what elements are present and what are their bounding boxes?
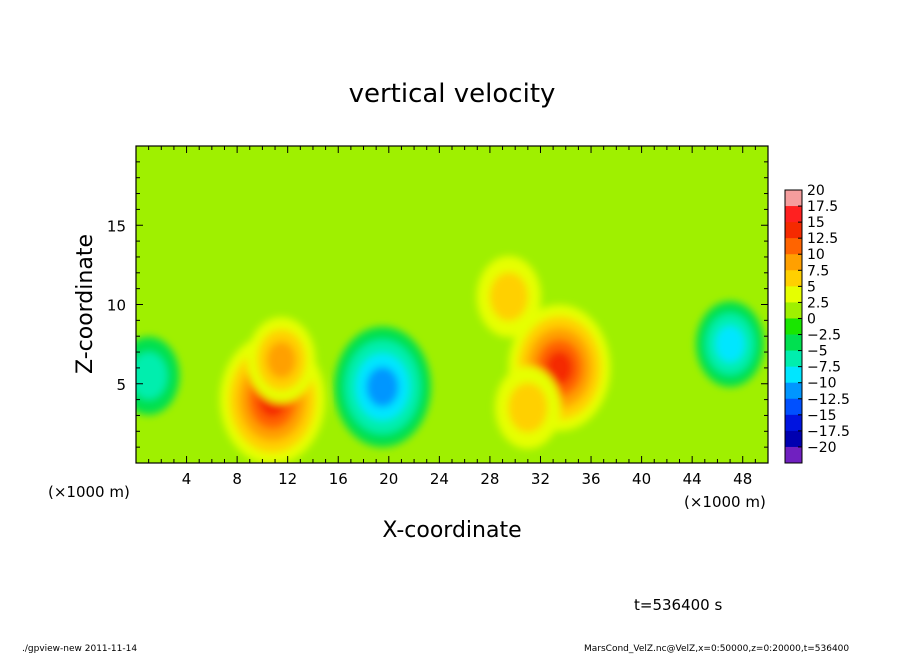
x-tick-label: 28 — [480, 470, 499, 488]
colorbar-band — [785, 222, 802, 239]
y-axis: 5 10 15 — [107, 161, 768, 448]
x-tick-label: 44 — [683, 470, 702, 488]
colorbar-label: 2.5 — [807, 295, 829, 311]
colorbar-label: 15 — [807, 215, 825, 231]
colorbar-band — [785, 366, 802, 384]
colorbar-band — [785, 398, 802, 416]
y-tick-label: 5 — [116, 376, 126, 394]
colorbar-band — [785, 238, 802, 255]
colorbar-label: −15 — [807, 408, 837, 424]
colorbar-band — [785, 414, 802, 432]
contour-level — [545, 350, 574, 386]
colorbar-label: −10 — [807, 376, 837, 392]
colorbar: 2017.51512.5107.552.50−2.5−5−7.5−10−12.5… — [784, 183, 850, 464]
colorbar-band — [785, 430, 802, 448]
updraft-feature — [476, 255, 541, 338]
colorbar-label: 12.5 — [807, 231, 838, 247]
downdraft-feature — [136, 336, 180, 415]
x-tick-label: 40 — [632, 470, 651, 488]
time-label: t=536400 s — [634, 596, 722, 614]
colorbar-band — [785, 318, 802, 336]
source-label: MarsCond_VelZ.nc@VelZ,x=0:50000,z=0:2000… — [584, 644, 849, 654]
contour-level — [266, 341, 296, 379]
colorbar-band — [785, 350, 802, 368]
colorbar-label: 0 — [807, 311, 816, 327]
x-tick-label: 4 — [182, 470, 192, 488]
downdraft-feature — [696, 301, 765, 387]
colorbar-label: 5 — [807, 279, 816, 295]
colorbar-label: 7.5 — [807, 263, 829, 279]
plot-area — [136, 146, 768, 463]
x-unit-left: (×1000 m) — [48, 483, 130, 501]
x-tick-label: 16 — [329, 470, 348, 488]
x-axis: 4 8 12 16 20 24 28 32 36 40 44 48 — [148, 146, 756, 488]
updraft-feature — [247, 317, 316, 403]
colorbar-band — [785, 270, 802, 287]
updraft-feature — [495, 366, 561, 449]
contour-level — [489, 272, 529, 321]
x-tick-label: 32 — [531, 470, 550, 488]
colorbar-band — [785, 206, 802, 223]
colorbar-frame — [784, 189, 803, 464]
x-tick-label: 12 — [278, 470, 297, 488]
contour-level — [366, 366, 399, 407]
y-tick-label: 10 — [107, 297, 126, 315]
colorbar-label: 17.5 — [807, 199, 838, 215]
colorbar-band — [785, 190, 802, 207]
colorbar-label: 20 — [807, 183, 825, 199]
program-label: ./gpview-new 2011-11-14 — [22, 644, 137, 654]
y-tick-label: 15 — [107, 217, 126, 235]
contour-level — [136, 352, 168, 400]
colorbar-label: −17.5 — [807, 424, 850, 440]
x-tick-label: 20 — [379, 470, 398, 488]
y-axis-label: Z-coordinate — [73, 234, 98, 374]
colorbar-label: 10 — [807, 247, 825, 263]
x-unit-right: (×1000 m) — [684, 493, 766, 511]
downdraft-feature — [334, 326, 431, 448]
colorbar-label: −2.5 — [807, 328, 841, 344]
colorbar-band — [785, 334, 802, 352]
updraft-feature — [508, 304, 611, 431]
x-tick-label: 8 — [232, 470, 242, 488]
colorbar-band — [785, 382, 802, 400]
x-tick-label: 36 — [581, 470, 600, 488]
colorbar-band — [785, 286, 802, 303]
colorbar-band — [785, 254, 802, 271]
colorbar-band — [785, 446, 802, 464]
colorbar-label: −20 — [807, 440, 837, 456]
x-axis-label: X-coordinate — [382, 518, 521, 543]
x-tick-label: 48 — [733, 470, 752, 488]
colorbar-band — [785, 302, 802, 319]
colorbar-label: −12.5 — [807, 392, 850, 408]
colorbar-label: −7.5 — [807, 360, 841, 376]
contour-level — [715, 325, 745, 363]
chart-title: vertical velocity — [349, 79, 556, 109]
colorbar-label: −5 — [807, 344, 828, 360]
contour-level — [508, 382, 548, 433]
x-tick-label: 24 — [430, 470, 449, 488]
